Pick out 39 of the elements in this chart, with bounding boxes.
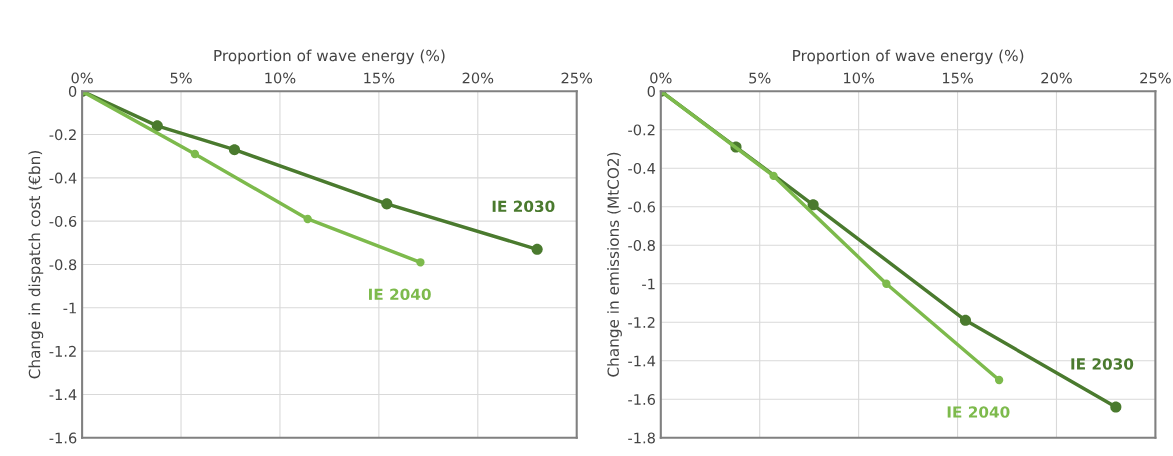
x-tick-label: 5% — [170, 72, 192, 84]
x-tick-label: 0% — [650, 72, 672, 84]
y-tick-label: -1 — [63, 302, 76, 314]
series-label: IE 2030 — [492, 200, 555, 213]
x-tick-label: 15% — [364, 72, 395, 84]
y-tick-label: 0 — [647, 85, 655, 97]
y-tick-label: -1.2 — [49, 345, 76, 357]
x-tick-label: 20% — [462, 72, 494, 84]
series-label: IE 2040 — [369, 288, 431, 301]
series-label: IE 2030 — [1071, 358, 1134, 370]
y-tick-label: -0.6 — [49, 215, 77, 227]
x-tick-label: 5% — [749, 72, 771, 84]
y-tick-label: -0.8 — [49, 259, 77, 271]
y-axis-title: Change in emissions (MtCO2) — [607, 152, 622, 377]
y-tick-label: -0.4 — [49, 172, 77, 184]
y-tick-label: -1.6 — [628, 393, 656, 405]
y-tick-label: -1.4 — [628, 355, 656, 367]
y-tick-label: -0.8 — [628, 239, 655, 251]
y-axis-title: Change in dispatch cost (€bn) — [28, 150, 44, 379]
x-tick-label: 10% — [265, 72, 296, 84]
y-tick-label: -0.2 — [49, 129, 76, 141]
x-axis-title: Proportion of wave energy (%) — [793, 49, 1024, 65]
x-tick-label: 15% — [942, 72, 973, 84]
x-tick-label: 20% — [1041, 72, 1072, 84]
x-tick-label: 25% — [1140, 72, 1171, 84]
y-tick-label: -1.8 — [628, 432, 655, 444]
y-tick-label: 0 — [68, 85, 77, 97]
y-tick-label: -1.6 — [49, 432, 77, 444]
series-label: IE 2040 — [947, 406, 1010, 418]
y-tick-label: -1.4 — [49, 389, 77, 400]
x-axis-title: Proportion of wave energy (%) — [214, 49, 445, 65]
y-tick-label: -1 — [642, 278, 655, 290]
y-tick-label: -0.6 — [628, 201, 656, 213]
x-tick-label: 10% — [844, 72, 875, 84]
x-tick-label: 0% — [71, 72, 93, 84]
y-tick-label: -0.4 — [628, 162, 656, 174]
y-tick-label: -1.2 — [628, 316, 655, 328]
x-tick-label: 25% — [561, 72, 593, 84]
y-tick-label: -0.2 — [628, 124, 655, 136]
